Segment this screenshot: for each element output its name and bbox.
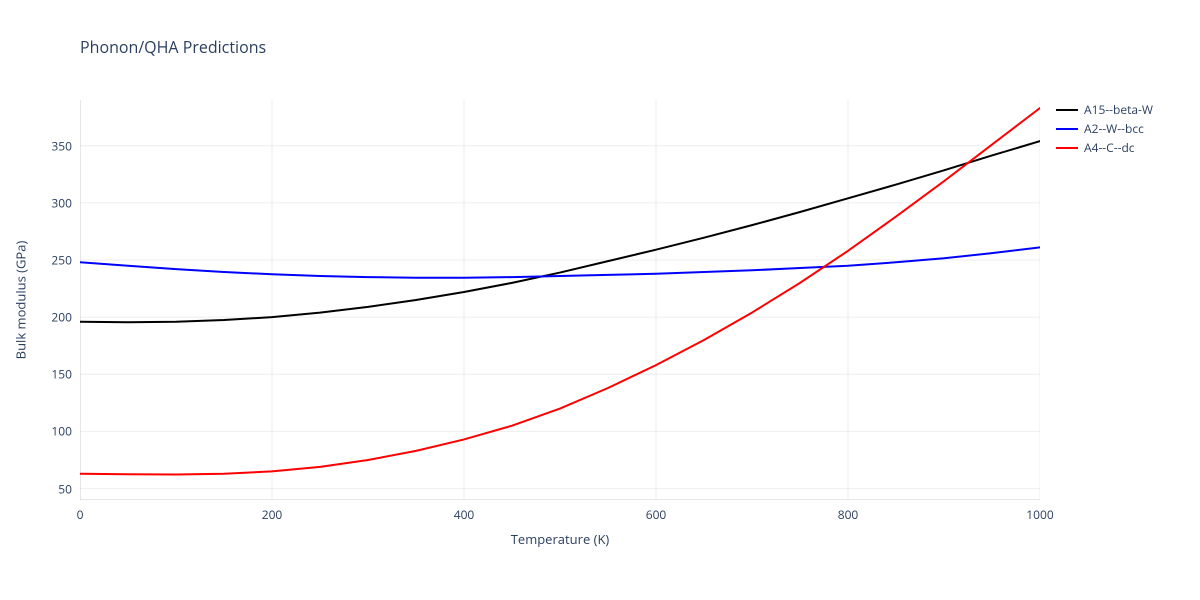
legend-swatch xyxy=(1056,109,1078,111)
y-axis-label-text: Bulk modulus (GPa) xyxy=(11,241,29,360)
x-tick-label: 1000 xyxy=(1026,506,1053,523)
series-line[interactable] xyxy=(80,108,1040,475)
legend-swatch xyxy=(1056,128,1078,130)
y-tick-label: 150 xyxy=(51,366,72,383)
y-tick-label: 300 xyxy=(51,194,72,211)
legend[interactable]: A15--beta-W A2--W--bcc A4--C--dc xyxy=(1056,100,1153,157)
legend-item[interactable]: A2--W--bcc xyxy=(1056,119,1153,138)
legend-swatch xyxy=(1056,147,1078,149)
x-axis-label: Temperature (K) xyxy=(80,530,1040,548)
legend-item[interactable]: A15--beta-W xyxy=(1056,100,1153,119)
chart-title: Phonon/QHA Predictions xyxy=(80,36,266,58)
x-tick-label: 600 xyxy=(646,506,667,523)
plot-area xyxy=(80,100,1040,500)
y-axis-label: Bulk modulus (GPa) xyxy=(10,100,30,500)
chart-container: Phonon/QHA Predictions Temperature (K) B… xyxy=(0,0,1200,600)
x-tick-label: 400 xyxy=(454,506,475,523)
y-tick-label: 50 xyxy=(58,480,72,497)
plot-svg xyxy=(80,100,1040,500)
x-tick-label: 800 xyxy=(838,506,859,523)
legend-label: A4--C--dc xyxy=(1084,139,1135,156)
x-tick-label: 0 xyxy=(77,506,84,523)
legend-label: A2--W--bcc xyxy=(1084,120,1144,137)
x-tick-label: 200 xyxy=(262,506,283,523)
y-tick-label: 100 xyxy=(51,423,72,440)
y-tick-label: 250 xyxy=(51,252,72,269)
y-tick-label: 350 xyxy=(51,137,72,154)
y-tick-label: 200 xyxy=(51,309,72,326)
legend-label: A15--beta-W xyxy=(1084,101,1153,118)
series-line[interactable] xyxy=(80,141,1040,322)
legend-item[interactable]: A4--C--dc xyxy=(1056,138,1153,157)
